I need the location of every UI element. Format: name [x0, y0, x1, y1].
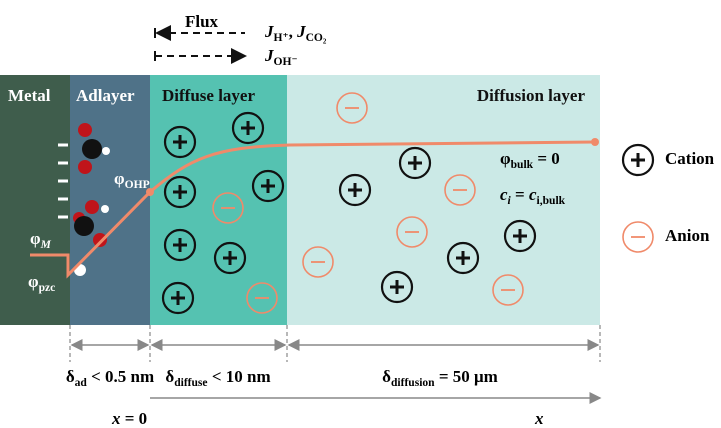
text-part: < 10 nm [208, 367, 271, 386]
phi-bulk: φbulk = 0 [500, 149, 560, 171]
anion [492, 274, 524, 306]
text-part: J [264, 22, 274, 41]
text-part: ad [75, 376, 88, 389]
text-part: J [296, 22, 306, 41]
anion [444, 174, 476, 206]
text-part: OHP [125, 178, 150, 191]
text-part: φ [500, 149, 511, 168]
axis-end: x [534, 409, 544, 428]
anion [396, 216, 428, 248]
region-label: Adlayer [76, 86, 135, 105]
region-label: Diffuse layer [162, 86, 255, 105]
text-part: M [40, 238, 52, 251]
text-part: c [529, 185, 537, 204]
cation [163, 125, 197, 159]
cation [446, 241, 480, 275]
anion [246, 282, 278, 314]
cation [338, 173, 372, 207]
bulk-point [591, 138, 599, 146]
legend-label: Anion [665, 226, 710, 245]
text-part: diffusion [391, 376, 435, 389]
text-part: < 0.5 nm [87, 367, 154, 386]
text-part: φ [28, 272, 39, 291]
text-part: i,bulk [537, 194, 566, 207]
cation [621, 143, 655, 177]
text-part: J [264, 46, 274, 65]
text-part: φ [114, 169, 125, 188]
text-part: CO₂ [306, 31, 327, 44]
text-part: = 0 [121, 409, 148, 428]
cation [231, 111, 265, 145]
anion [212, 192, 244, 224]
region-label: Diffusion layer [477, 86, 586, 105]
dimension-label: δdiffuse < 10 nm [165, 367, 270, 389]
text-part: x [111, 409, 121, 428]
text-part: pzc [39, 281, 56, 294]
dimension-label: δdiffusion = 50 μm [382, 367, 498, 389]
adsorbates [58, 143, 68, 219]
cation [163, 228, 197, 262]
flux-title: Flux [185, 12, 219, 31]
axis-origin: x = 0 [111, 409, 147, 428]
dimension-label: δad < 0.5 nm [66, 367, 154, 389]
text-part: c [500, 185, 508, 204]
text-part: diffuse [174, 376, 207, 389]
anion [622, 221, 654, 253]
text-part: = [511, 185, 529, 204]
adlayer-region [70, 75, 150, 325]
cation [251, 169, 285, 203]
text-part: δ [165, 367, 174, 386]
text-part: bulk [511, 158, 534, 171]
text-part: x [534, 409, 544, 428]
flux-label: JOH⁻ [264, 46, 298, 68]
text-part: = 50 μm [435, 367, 498, 386]
anion [302, 246, 334, 278]
text-part: i [508, 194, 512, 207]
phi-pzc: φpzc [28, 272, 55, 294]
concentration: ci = ci,bulk [500, 185, 566, 207]
anion [336, 92, 368, 124]
cation [380, 270, 414, 304]
text-part: φ [30, 229, 41, 248]
region-label: Metal [8, 86, 51, 105]
phi-ohp: φOHP [114, 169, 150, 191]
text-part: H⁺ [274, 31, 289, 44]
flux-label: JH⁺, JCO₂ [264, 22, 327, 44]
legend-label: Cation [665, 149, 715, 168]
cation [503, 219, 537, 253]
dimension-guides [69, 325, 601, 362]
ohp-point [146, 188, 154, 196]
cation [213, 241, 247, 275]
text-part: δ [66, 367, 75, 386]
cation [398, 146, 432, 180]
ions [161, 92, 655, 315]
text-part: , [289, 22, 298, 41]
cation [163, 175, 197, 209]
text-part: OH⁻ [274, 55, 298, 68]
text-part: δ [382, 367, 391, 386]
cation [161, 281, 195, 315]
molecules [73, 123, 110, 276]
phi-m: φM [30, 229, 52, 251]
text-part: = 0 [533, 149, 560, 168]
